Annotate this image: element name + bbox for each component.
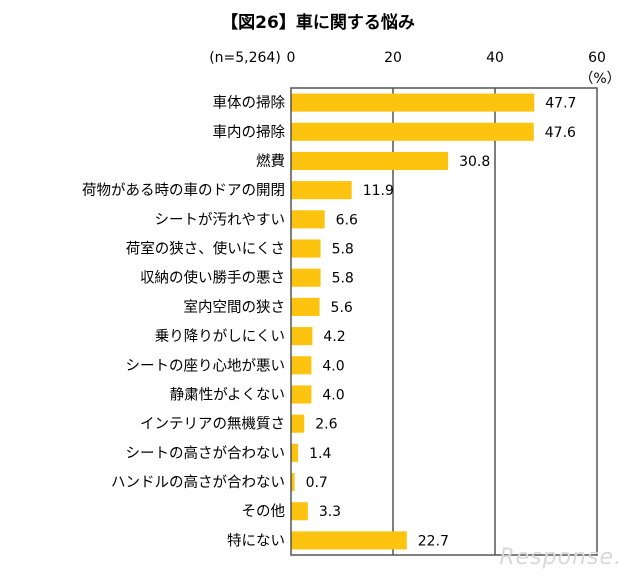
unit-label: （%） [579, 71, 620, 87]
x-tick-label-40: 40 [486, 50, 504, 66]
value-label-1: 47.7 [545, 96, 576, 112]
category-label-14: ハンドルの高さが合わない [111, 474, 285, 491]
bar-6 [291, 239, 321, 258]
x-tick-label-60: 60 [588, 50, 606, 66]
value-label-6: 5.8 [332, 242, 354, 258]
bar-11 [291, 385, 312, 404]
value-label-11: 4.0 [322, 387, 344, 403]
watermark: Response. [499, 545, 622, 570]
value-label-15: 3.3 [319, 504, 341, 520]
bar-12 [291, 414, 305, 433]
value-label-4: 11.9 [363, 183, 394, 199]
category-label-8: 室内空間の狭さ [184, 299, 286, 316]
bar-16 [291, 531, 407, 550]
plot-frame [290, 87, 598, 556]
category-label-4: 荷物がある時の車のドアの開閉 [82, 182, 285, 199]
category-label-9: 乗り降りがしにくい [155, 328, 285, 345]
value-label-3: 30.8 [459, 154, 490, 170]
value-label-5: 6.6 [336, 212, 358, 228]
category-label-7: 収納の使い勝手の悪さ [140, 270, 285, 287]
x-tick-label-20: 20 [384, 50, 402, 66]
category-label-15: その他 [242, 503, 286, 520]
bar-4 [291, 181, 352, 200]
bar-5 [291, 210, 325, 229]
category-label-13: シートの高さが合わない [126, 445, 286, 462]
bar-7 [291, 268, 321, 287]
value-label-13: 1.4 [309, 446, 331, 462]
category-label-11: 静粛性がよくない [170, 386, 285, 403]
value-label-16: 22.7 [418, 533, 449, 549]
bar-14 [291, 472, 295, 492]
sample-size: (n=5,264) [209, 50, 281, 66]
bar-13 [291, 443, 299, 462]
category-label-3: 燃費 [256, 152, 285, 170]
bar-2 [291, 122, 534, 141]
bar-3 [291, 151, 449, 171]
chart-title: 【図26】車に関する悩み [221, 12, 415, 33]
x-tick-label-0: 0 [287, 50, 296, 66]
category-label-16: 特にない [227, 532, 285, 549]
category-labels: 車体の掃除車内の掃除燃費荷物がある時の車のドアの開閉シートが汚れやすい荷室の狭さ… [82, 94, 285, 550]
bar-9 [291, 327, 313, 346]
value-label-10: 4.0 [322, 358, 344, 374]
bars [291, 93, 535, 550]
category-label-6: 荷室の狭さ、使いにくさ [126, 241, 285, 258]
bar-15 [291, 502, 308, 521]
value-label-2: 47.6 [545, 125, 576, 141]
category-label-12: インテリアの無機質さ [140, 415, 285, 433]
category-label-5: シートが汚れやすい [155, 211, 286, 228]
value-label-9: 4.2 [323, 329, 345, 345]
value-label-12: 2.6 [315, 417, 337, 433]
value-label-7: 5.8 [332, 271, 354, 287]
value-labels: 47.7 47.6 30.8 11.9 6.6 5.8 5.8 5.6 4.2 4.0 4.0 2.6… [306, 96, 577, 550]
bar-1 [291, 93, 535, 112]
x-tick-labels: 0 20 40 60 [287, 50, 606, 66]
category-label-1: 車体の掃除 [213, 94, 286, 112]
bar-8 [291, 297, 320, 316]
bar-10 [291, 356, 312, 375]
value-label-14: 0.7 [306, 475, 328, 491]
category-label-2: 車内の掃除 [213, 123, 286, 141]
category-label-10: シートの座り心地が悪い [126, 357, 286, 374]
value-label-8: 5.6 [331, 300, 353, 316]
